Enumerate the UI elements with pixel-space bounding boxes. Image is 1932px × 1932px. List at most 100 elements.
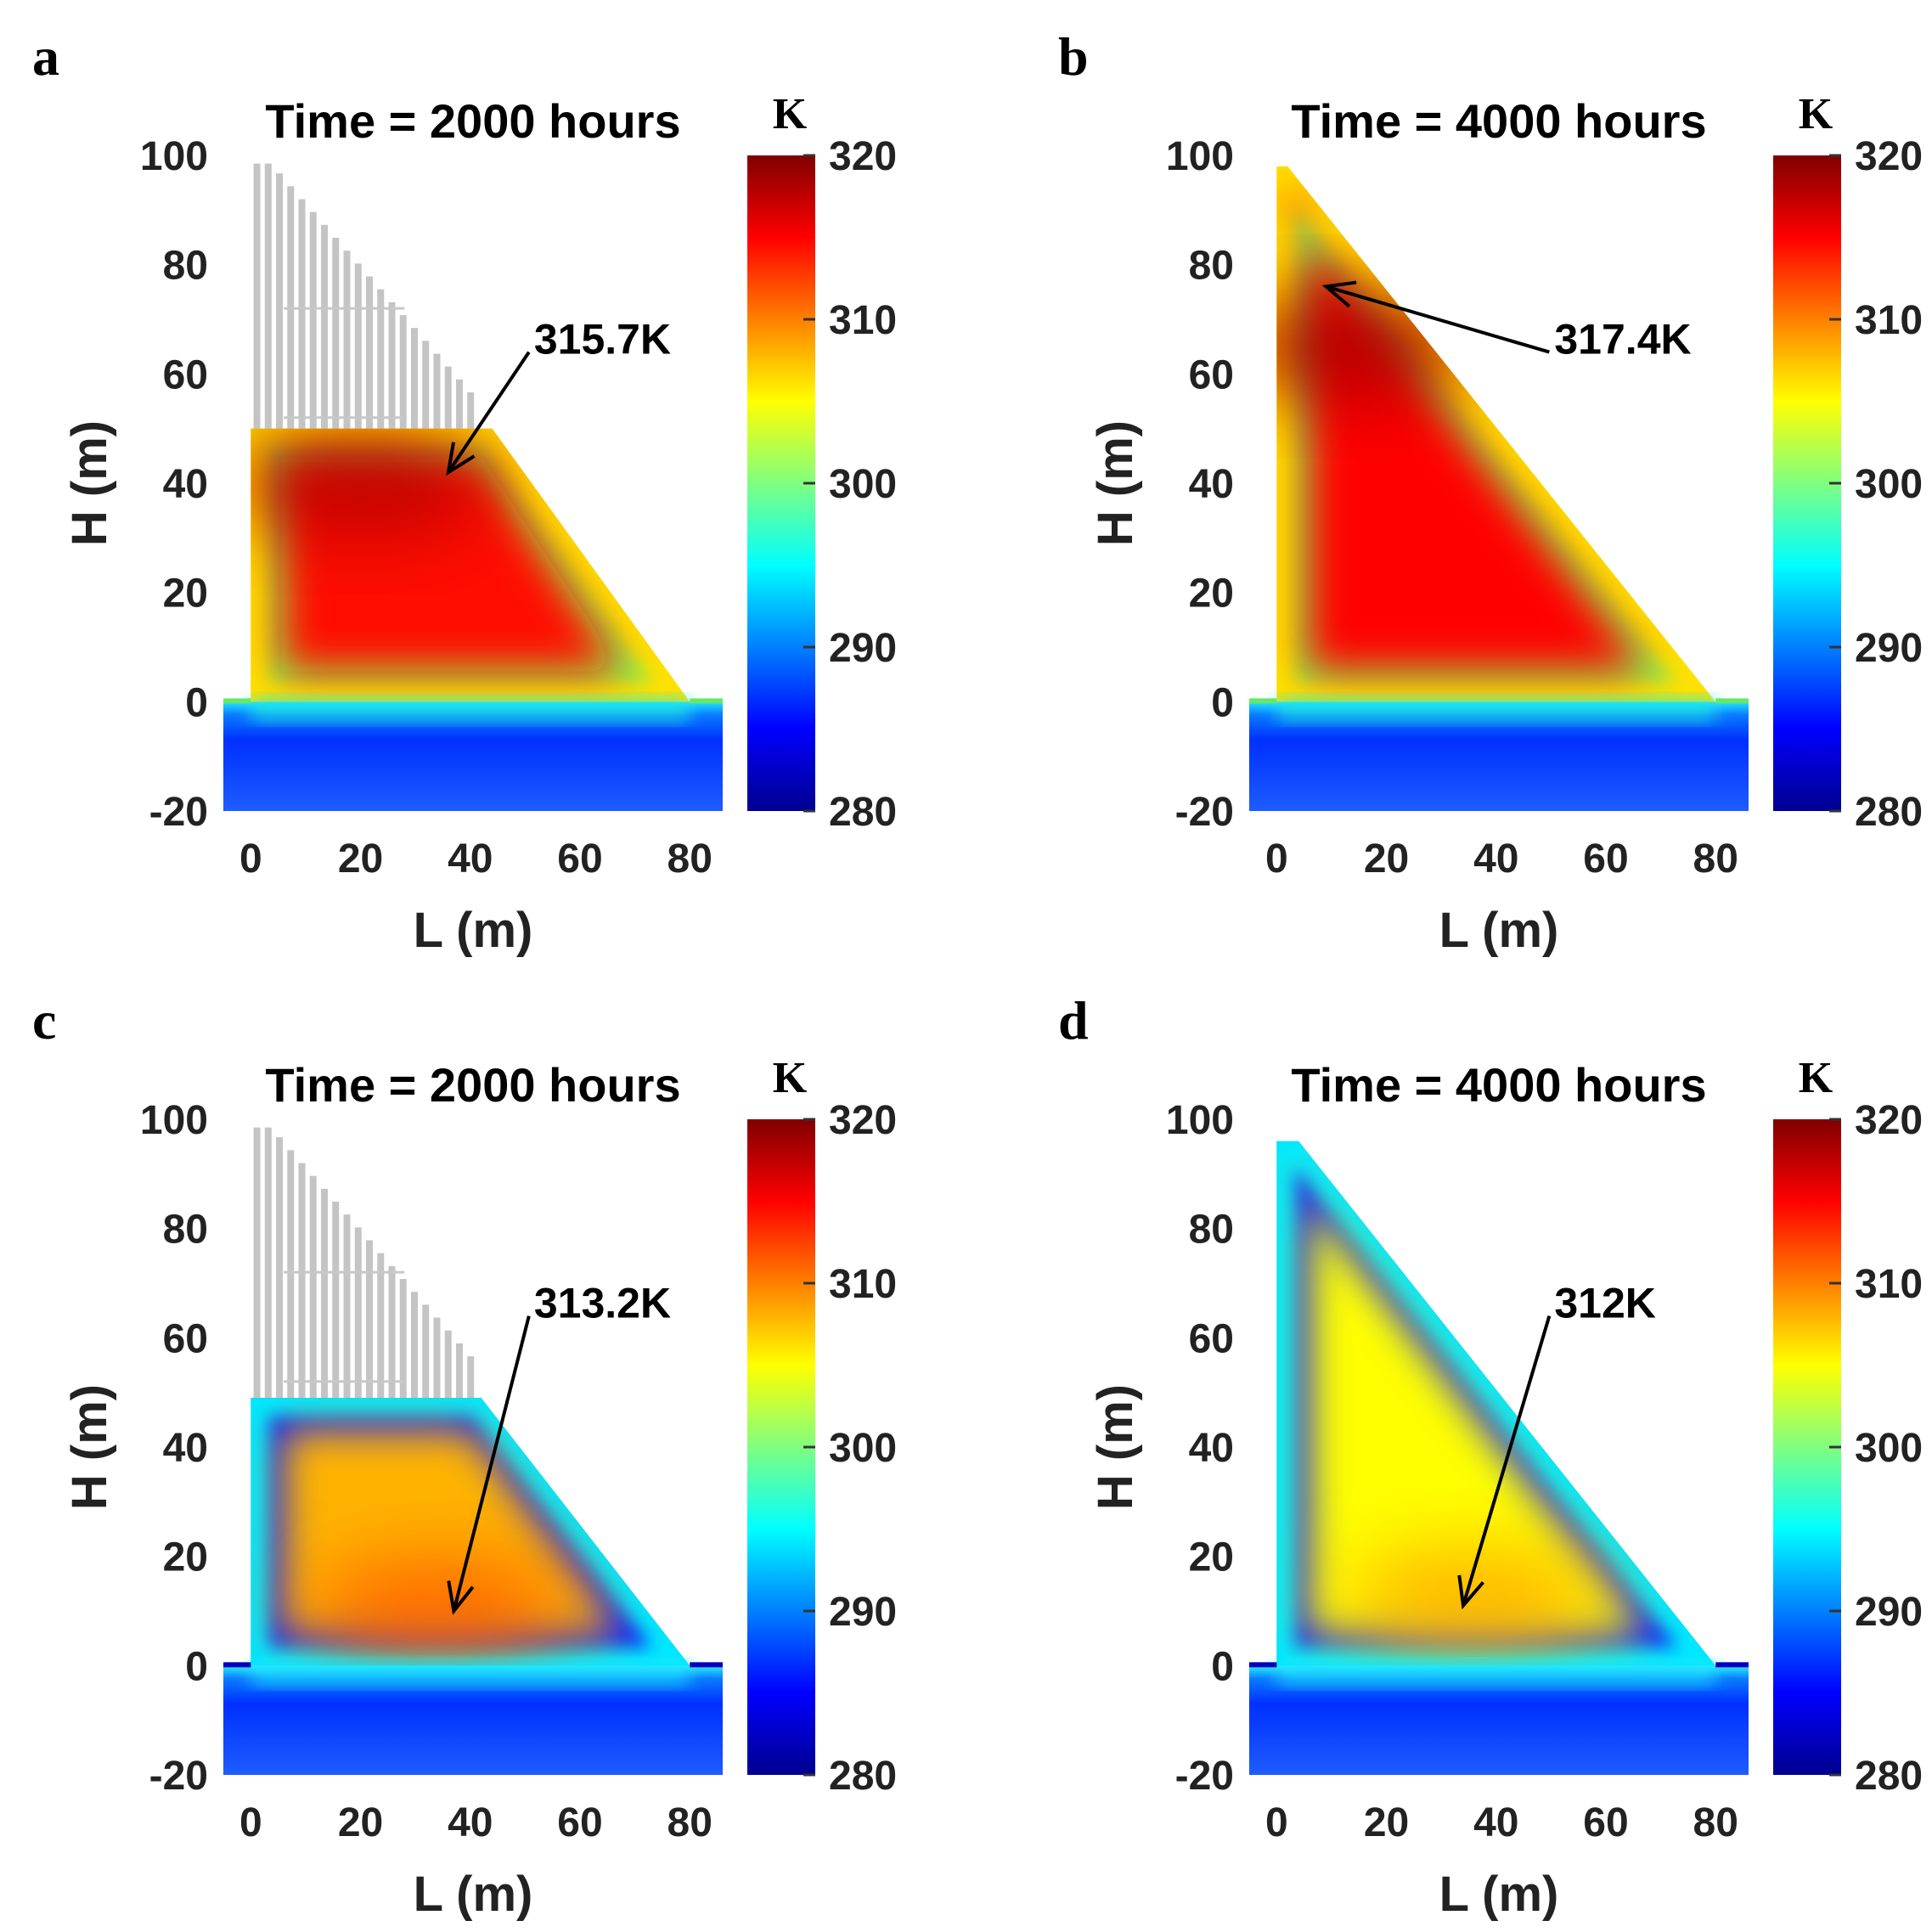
y-axis-label: H (m): [1088, 1384, 1143, 1510]
axes: 0 20 40 60 80 -20 0 20 40 60 80 100 L (m) H (m): [62, 134, 713, 958]
plot-title: Time = 2000 hours: [265, 1058, 680, 1112]
y-tick-label: 0: [1211, 680, 1234, 725]
y-tick-label: 60: [163, 1316, 208, 1361]
x-tick-label: 20: [1364, 836, 1409, 882]
y-tick-label: 100: [1166, 1098, 1234, 1143]
axes: 0 20 40 60 80 -20 0 20 40 60 80 100 L (m) H (m): [62, 1098, 713, 1922]
y-tick-label: 40: [163, 1426, 208, 1471]
y-tick-label: 100: [140, 1098, 208, 1143]
colorbar-tick-label: 290: [829, 626, 897, 671]
colorbar-tick-label: 300: [829, 1426, 897, 1471]
plot-area: [1249, 1141, 1749, 1775]
colorbar-tick-label: 320: [1855, 1098, 1923, 1143]
x-tick-label: 0: [1265, 1800, 1288, 1845]
annotation: 312K: [1457, 1280, 1656, 1610]
annotation-arrow: [447, 351, 531, 474]
colorbar-tick-label: 320: [829, 134, 897, 179]
panel-letter: d: [1058, 990, 1089, 1050]
x-tick-label: 20: [338, 1800, 383, 1845]
y-tick-label: 100: [140, 134, 208, 179]
x-tick-label: 40: [1473, 1800, 1518, 1845]
x-tick-label: 80: [667, 836, 713, 882]
x-tick-label: 80: [1693, 1800, 1738, 1845]
annotation-arrowhead: [446, 442, 476, 476]
y-tick-label: 60: [1189, 1316, 1234, 1361]
panel-a: a Time = 2000 hours 0 20 40 60 80 -20 0 20 40 60 80 1…: [32, 26, 897, 958]
x-tick-label: 60: [557, 836, 602, 882]
panel-b: b Time = 4000 hours 0 20 40 60 80 -20 0 20 40 60 80 1…: [1058, 26, 1923, 958]
y-tick-label: 20: [163, 1535, 208, 1580]
annotation-label: 313.2K: [534, 1280, 671, 1327]
x-tick-label: 0: [239, 836, 262, 882]
x-tick-label: 0: [1265, 836, 1288, 882]
axes: 0 20 40 60 80 -20 0 20 40 60 80 100 L (m) H (m): [1088, 134, 1738, 958]
colorbar-unit: K: [1799, 90, 1833, 138]
y-tick-label: 20: [163, 572, 208, 617]
x-tick-label: 40: [448, 836, 493, 882]
x-tick-label: 60: [1583, 1800, 1628, 1845]
colorbar-tick-label: 280: [1855, 1754, 1923, 1799]
x-tick-label: 60: [557, 1800, 602, 1845]
annotation-arrowhead: [1321, 280, 1357, 308]
y-axis-label: H (m): [1088, 420, 1143, 546]
x-tick-label: 40: [448, 1800, 493, 1845]
colorbar: K 280 290 300 310 320: [1773, 90, 1923, 835]
y-tick-label: 20: [1189, 572, 1234, 617]
colorbar-tick-label: 310: [829, 298, 897, 343]
x-axis-label: L (m): [1439, 1867, 1559, 1922]
colorbar-tick-label: 310: [829, 1262, 897, 1307]
x-tick-label: 80: [1693, 836, 1738, 882]
colorbar-unit: K: [1799, 1054, 1833, 1102]
colorbar: K 280 290 300 310 320: [1773, 1054, 1923, 1799]
plot-area: [223, 1127, 723, 1775]
x-tick-label: 40: [1473, 836, 1518, 882]
colorbar-tick-label: 310: [1855, 298, 1923, 343]
colorbar-tick-label: 310: [1855, 1262, 1923, 1307]
y-tick-label: 60: [1189, 352, 1234, 397]
y-tick-label: 100: [1166, 134, 1234, 179]
annotation-label: 317.4K: [1554, 316, 1691, 363]
x-tick-label: 80: [667, 1800, 713, 1845]
colorbar-tick-label: 280: [1855, 790, 1923, 835]
colorbar-tick-label: 290: [1855, 626, 1923, 671]
colorbar-tick-label: 320: [1855, 134, 1923, 179]
y-tick-label: -20: [1175, 790, 1234, 835]
colorbar: K 280 290 300 310 320: [747, 1054, 897, 1799]
plot-area: [1249, 166, 1749, 811]
plot-title: Time = 4000 hours: [1291, 94, 1706, 148]
inactive-layers: [253, 163, 475, 429]
annotation-arrow: [452, 1315, 531, 1612]
y-tick-label: -20: [1175, 1754, 1234, 1799]
x-axis-label: L (m): [414, 1867, 533, 1922]
x-tick-label: 60: [1583, 836, 1628, 882]
annotation-arrow: [1462, 1315, 1552, 1607]
annotation: 313.2K: [447, 1280, 671, 1615]
y-tick-label: 80: [1189, 244, 1234, 289]
x-tick-label: 0: [239, 1800, 262, 1845]
panel-c: c Time = 2000 hours 0 20 40 60 80 -20 0 20 40 60 80 1…: [32, 990, 897, 1922]
y-tick-label: 60: [163, 352, 208, 397]
annotation-arrow: [1325, 284, 1550, 354]
annotation-label: 315.7K: [534, 316, 671, 363]
colorbar-tick-label: 280: [829, 1754, 897, 1799]
y-axis-label: H (m): [62, 1384, 117, 1510]
inactive-layers: [253, 1127, 475, 1399]
colorbar-tick-label: 280: [829, 790, 897, 835]
colorbar: K 280 290 300 310 320: [747, 90, 897, 835]
y-tick-label: 80: [163, 244, 208, 289]
dam-field: [1276, 166, 1716, 702]
colorbar-unit: K: [773, 90, 808, 138]
panel-letter: b: [1058, 26, 1089, 87]
dam-field: [251, 1398, 690, 1666]
y-tick-label: 40: [1189, 1426, 1234, 1471]
plot-title: Time = 2000 hours: [265, 94, 680, 148]
plot-area: [223, 163, 723, 811]
colorbar-tick-label: 290: [829, 1590, 897, 1635]
colorbar-unit: K: [773, 1054, 808, 1102]
annotation: 315.7K: [446, 316, 671, 476]
y-tick-label: 20: [1189, 1535, 1234, 1580]
annotation-arrowhead: [447, 1580, 475, 1615]
panel-letter: a: [32, 26, 59, 87]
y-tick-label: 80: [1189, 1208, 1234, 1253]
